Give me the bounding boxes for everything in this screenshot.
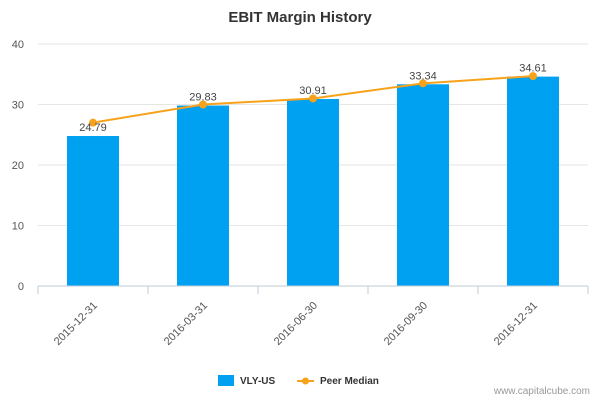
x-tick-label: 2016-09-30 [382, 300, 430, 348]
legend-swatch-marker-peer-median [302, 377, 309, 385]
data-label: 29.83 [189, 92, 217, 104]
x-tick-label: 2016-03-31 [162, 300, 210, 348]
y-tick-label: 20 [12, 160, 24, 172]
bar-2015-12-31[interactable] [67, 136, 119, 286]
peer-median-point-2016-12-31[interactable] [529, 72, 537, 81]
peer-median-series [89, 72, 537, 127]
data-label: 33.34 [409, 70, 437, 82]
y-tick-label: 30 [12, 100, 24, 112]
legend-label-peer-median: Peer Median [320, 376, 379, 387]
x-tick-label: 2016-12-31 [492, 300, 540, 348]
legend-label-vly-us: VLY-US [240, 376, 276, 387]
y-tick-label: 40 [12, 39, 24, 51]
bar-2016-06-30[interactable] [287, 98, 339, 286]
peer-median-point-2015-12-31[interactable] [89, 118, 97, 127]
peer-median-point-2016-06-30[interactable] [309, 94, 317, 103]
y-tick-label: 0 [18, 281, 24, 293]
legend-swatch-vly-us [218, 375, 234, 386]
y-axis-ticks: 0 10 20 30 40 [12, 39, 24, 293]
chart-title: EBIT Margin History [228, 9, 372, 26]
data-label: 24.79 [79, 122, 107, 134]
x-tick-label: 2015-12-31 [52, 300, 100, 348]
bar-2016-12-31[interactable] [507, 76, 559, 286]
credit-text[interactable]: www.capitalcube.com [493, 386, 590, 397]
data-label: 30.91 [299, 85, 327, 97]
bar-2016-09-30[interactable] [397, 84, 449, 286]
x-axis-ticks: 2015-12-31 2016-03-31 2016-06-30 2016-09-30… [37, 286, 589, 348]
data-label: 34.61 [519, 63, 547, 75]
legend[interactable]: VLY-US Peer Median [218, 375, 379, 387]
peer-median-point-2016-03-31[interactable] [199, 100, 207, 109]
bar-2016-03-31[interactable] [177, 105, 229, 286]
x-tick-label: 2016-06-30 [272, 300, 320, 348]
peer-median-point-2016-09-30[interactable] [419, 79, 427, 88]
y-tick-label: 10 [12, 221, 24, 233]
data-labels: 24.79 29.83 30.91 33.34 34.61 [79, 63, 547, 134]
bar-series [67, 76, 559, 286]
